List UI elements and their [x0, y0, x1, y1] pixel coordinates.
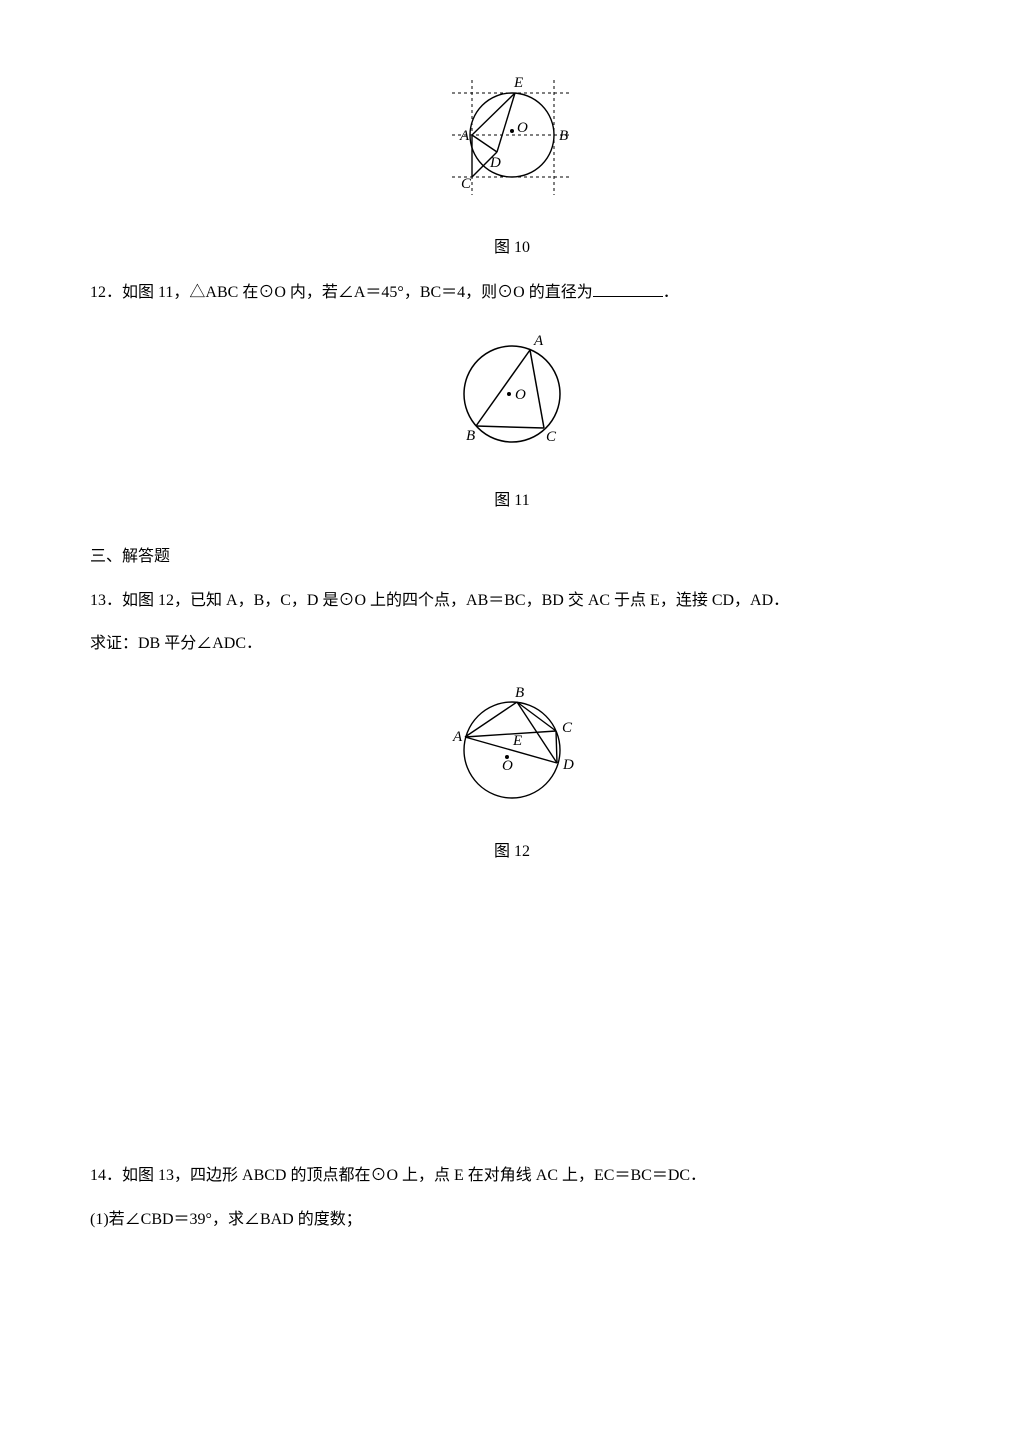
label-B: B [559, 128, 568, 144]
label-C: C [461, 176, 472, 192]
label-B: B [515, 685, 524, 701]
figure-12-svg: A B C D E O [437, 675, 587, 815]
problem-13-text: 如图 12，已知 A，B，C，D 是⊙O 上的四个点，AB＝BC，BD 交 AC… [122, 592, 789, 609]
vertical-spacer [90, 885, 934, 1145]
label-C: C [562, 720, 573, 736]
page: A B C D E O 图 10 12．如图 11，△ABC 在⊙O 内，若∠A… [0, 0, 1024, 1310]
figure-11: A B C O 图 11 [90, 324, 934, 514]
label-E: E [512, 733, 522, 749]
problem-12-text-before: 如图 11，△ABC 在⊙O 内，若∠A＝45°，BC＝4，则⊙O 的直径为 [122, 284, 593, 301]
figure-12: A B C D E O 图 12 [90, 675, 934, 865]
problem-12-text-after: ． [663, 284, 679, 301]
problem-14: 14．如图 13，四边形 ABCD 的顶点都在⊙O 上，点 E 在对角线 AC … [90, 1163, 934, 1189]
label-O: O [515, 387, 526, 403]
figure-10-caption: 图 10 [90, 235, 934, 261]
figure-11-svg: A B C O [442, 324, 582, 464]
problem-14-text: 如图 13，四边形 ABCD 的顶点都在⊙O 上，点 E 在对角线 AC 上，E… [122, 1167, 706, 1184]
figure-10: A B C D E O 图 10 [90, 70, 934, 260]
problem-12: 12．如图 11，△ABC 在⊙O 内，若∠A＝45°，BC＝4，则⊙O 的直径… [90, 280, 934, 306]
problem-13-num: 13． [90, 592, 122, 609]
blank-field [593, 280, 663, 297]
label-E: E [513, 75, 523, 91]
figure-10-svg: A B C D E O [442, 70, 582, 210]
label-B: B [466, 428, 475, 444]
section-3-title: 三、解答题 [90, 544, 934, 570]
label-A: A [459, 128, 470, 144]
label-O: O [517, 120, 528, 136]
problem-12-num: 12． [90, 284, 122, 301]
label-C: C [546, 429, 557, 445]
problem-14-part1: (1)若∠CBD＝39°，求∠BAD 的度数； [90, 1207, 934, 1233]
problem-14-num: 14． [90, 1167, 122, 1184]
label-D: D [562, 757, 574, 773]
label-O: O [502, 758, 513, 774]
figure-11-caption: 图 11 [90, 488, 934, 514]
figure-12-caption: 图 12 [90, 839, 934, 865]
label-A: A [452, 729, 463, 745]
label-A: A [533, 333, 544, 349]
problem-13-proof: 求证：DB 平分∠ADC． [90, 631, 934, 657]
problem-13: 13．如图 12，已知 A，B，C，D 是⊙O 上的四个点，AB＝BC，BD 交… [90, 588, 934, 614]
label-D: D [489, 155, 501, 171]
